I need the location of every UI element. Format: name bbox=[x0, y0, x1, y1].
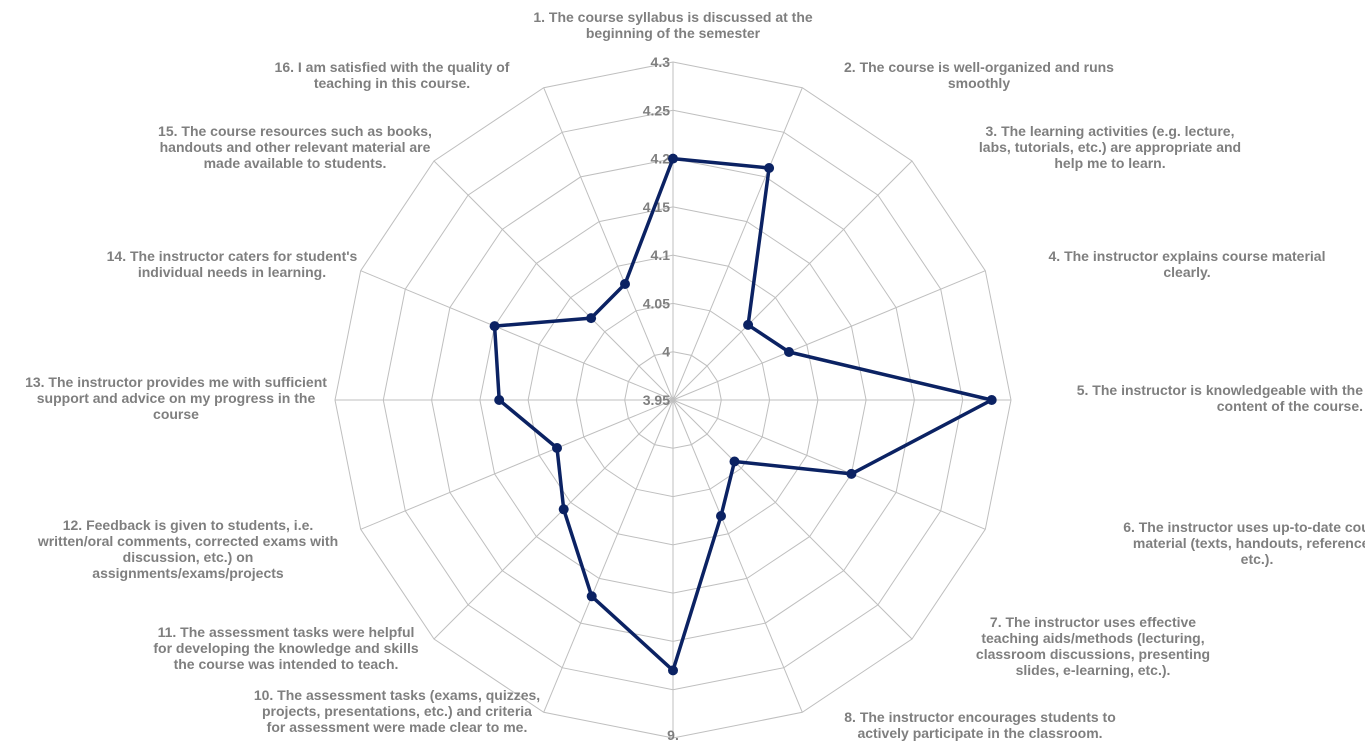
data-point bbox=[729, 456, 740, 467]
data-point bbox=[586, 313, 597, 324]
grid-spoke bbox=[672, 399, 986, 530]
grid-spoke bbox=[360, 270, 674, 401]
category-label: 9. bbox=[667, 727, 679, 743]
category-label: 14. The instructor caters for student's i… bbox=[107, 248, 358, 280]
data-point bbox=[620, 279, 630, 289]
grid-spoke bbox=[543, 87, 674, 401]
category-label: 2. The course is well-organized and runs… bbox=[844, 59, 1114, 91]
data-point bbox=[743, 319, 754, 330]
grid-spoke bbox=[433, 160, 674, 401]
grid-spoke bbox=[433, 399, 674, 640]
r-tick-label: 3.95 bbox=[643, 392, 670, 408]
series bbox=[489, 153, 997, 676]
category-label: 13. The instructor provides me with suff… bbox=[25, 374, 327, 422]
grid-spoke bbox=[672, 399, 803, 713]
data-point bbox=[764, 163, 775, 173]
data-point bbox=[668, 153, 678, 164]
category-label: 7. The instructor uses effective teaching… bbox=[976, 614, 1210, 678]
r-tick-label: 4.2 bbox=[651, 151, 671, 167]
data-point bbox=[668, 665, 678, 676]
data-point bbox=[552, 443, 562, 453]
category-label: 3. The learning activities (e.g. lecture… bbox=[979, 123, 1241, 171]
data-point bbox=[986, 395, 997, 405]
grid-spoke bbox=[672, 270, 986, 401]
category-label: 1. The course syllabus is discussed at t… bbox=[533, 9, 813, 41]
category-label: 16. I am satisfied with the quality of te… bbox=[275, 59, 510, 91]
category-label: 5. The instructor is knowledgeable with … bbox=[1077, 382, 1363, 414]
grid-spoke bbox=[360, 399, 674, 530]
grid-spoke bbox=[672, 87, 803, 401]
grid-spoke bbox=[543, 399, 674, 713]
data-point bbox=[558, 504, 569, 515]
r-tick-label: 4.3 bbox=[651, 54, 671, 70]
category-label: 15. The course resources such as books, h… bbox=[158, 123, 432, 171]
grid-spoke bbox=[672, 399, 913, 640]
category-label: 10. The assessment tasks (exams, quizzes… bbox=[254, 687, 540, 735]
r-tick-label: 4.25 bbox=[643, 102, 670, 118]
category-labels: 1. The course syllabus is discussed at t… bbox=[25, 9, 1365, 743]
grid-spoke bbox=[672, 160, 913, 401]
data-point bbox=[784, 347, 794, 357]
r-tick-label: 4 bbox=[662, 344, 670, 360]
series-line bbox=[492, 156, 994, 673]
data-point bbox=[586, 591, 597, 602]
category-label: 11. The assessment tasks were helpful for… bbox=[153, 624, 418, 672]
r-tick-label: 4.1 bbox=[651, 247, 671, 263]
data-point bbox=[716, 511, 726, 521]
axis-tick-labels: 3.95 4 4.05 4.1 4.15 4.2 4.25 4.3 bbox=[643, 54, 670, 408]
r-tick-label: 4.05 bbox=[643, 295, 670, 311]
category-label: 4. The instructor explains course materi… bbox=[1049, 248, 1326, 280]
data-point bbox=[846, 468, 857, 479]
grid bbox=[334, 61, 1012, 739]
category-label: 6. The instructor uses up-to-date course… bbox=[1123, 519, 1365, 567]
r-tick-label: 4.15 bbox=[643, 199, 670, 215]
category-label: 8. The instructor encourages students to… bbox=[844, 709, 1116, 741]
category-label: 12. Feedback is given to students, i.e. w… bbox=[37, 517, 338, 581]
data-point bbox=[494, 395, 505, 405]
data-point bbox=[489, 321, 500, 332]
